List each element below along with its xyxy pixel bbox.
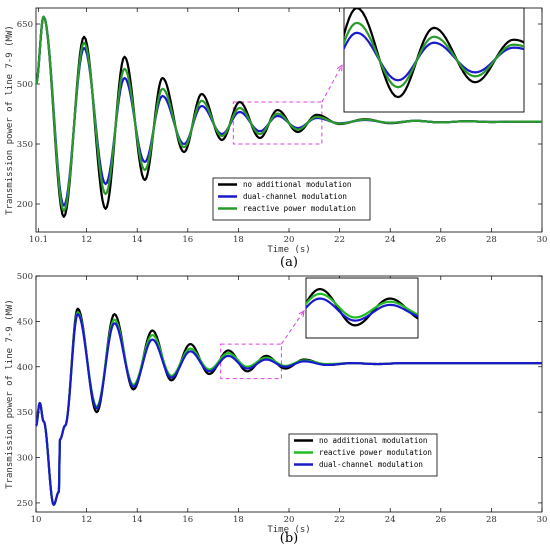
x-tick-label: 28 bbox=[486, 515, 497, 525]
y-tick-label: 250 bbox=[17, 499, 33, 509]
legend-entry: dual-channel modulation bbox=[319, 460, 423, 469]
x-axis-label-a: Time (s) bbox=[267, 245, 310, 255]
series-group-b bbox=[35, 307, 542, 506]
x-tick-label: 30 bbox=[537, 515, 548, 525]
x-tick-label: 10.1 bbox=[29, 235, 48, 245]
x-tick-label: 22 bbox=[334, 515, 345, 525]
x-tick-label: 26 bbox=[435, 515, 446, 525]
x-tick-label: 10 bbox=[31, 515, 42, 525]
x-tick-label: 30 bbox=[537, 235, 548, 245]
inset-frame bbox=[343, 7, 525, 113]
y-axis-label-a: Transmission power of line 7-9 (MW) bbox=[5, 25, 15, 215]
x-tick-label: 24 bbox=[385, 235, 396, 245]
y-tick-label: 500 bbox=[17, 80, 33, 90]
legend-b: no additional modulation reactive power m… bbox=[288, 433, 438, 477]
chart-panel-a: no additional modulation dual-channel mod… bbox=[5, 7, 547, 270]
x-tick-label: 12 bbox=[81, 515, 92, 525]
x-tick-label: 16 bbox=[182, 515, 193, 525]
x-tick-label: 16 bbox=[182, 235, 193, 245]
inset-series-line bbox=[344, 31, 524, 82]
y-tick-label: 350 bbox=[17, 408, 33, 418]
inset-a bbox=[321, 7, 525, 113]
y-tick-label: 400 bbox=[17, 363, 33, 373]
zoom-arrow-head bbox=[298, 310, 305, 318]
y-tick-labels-a: 200 350 500 650 bbox=[17, 20, 33, 210]
x-tick-labels-a: 10.1 12 14 16 18 20 22 24 26 28 30 bbox=[29, 235, 547, 245]
x-axis-label-b: Time (s) bbox=[267, 525, 310, 535]
legend-box bbox=[212, 177, 371, 221]
legend-entry: no additional modulation bbox=[243, 180, 351, 189]
x-tick-label: 20 bbox=[284, 235, 295, 245]
x-tick-label: 20 bbox=[284, 515, 295, 525]
zoom-window-a bbox=[232, 101, 323, 145]
y-tick-label: 350 bbox=[17, 140, 33, 150]
zoom-window-rect bbox=[232, 101, 323, 145]
inset-series-line bbox=[344, 21, 524, 89]
chart-panel-b: no additional modulation reactive power m… bbox=[5, 272, 547, 546]
tick-marks-b bbox=[35, 275, 543, 512]
series-group-a bbox=[35, 15, 542, 218]
plot-frame-b bbox=[35, 275, 543, 513]
series-line bbox=[35, 15, 542, 212]
y-axis-label-b: Transmission power of line 7-9 (MW) bbox=[5, 299, 15, 489]
x-tick-label: 26 bbox=[435, 235, 446, 245]
zoom-arrow-line bbox=[280, 310, 305, 345]
x-tick-label: 14 bbox=[132, 235, 143, 245]
inset-series-line bbox=[306, 292, 418, 319]
inset-b bbox=[280, 277, 419, 345]
y-tick-label: 200 bbox=[17, 200, 33, 210]
y-tick-label: 300 bbox=[17, 454, 33, 464]
inset-series-line bbox=[306, 297, 418, 322]
x-tick-labels-b: 10 12 14 16 18 20 22 24 26 28 30 bbox=[31, 515, 548, 525]
x-tick-label: 14 bbox=[132, 515, 143, 525]
series-line bbox=[35, 313, 542, 506]
tick-marks-a bbox=[36, 8, 543, 232]
x-tick-label: 24 bbox=[385, 515, 396, 525]
panel-label-a: (a) bbox=[280, 255, 298, 270]
zoom-arrow-head bbox=[336, 64, 343, 72]
y-tick-label: 650 bbox=[17, 20, 33, 30]
legend-entry: dual-channel modulation bbox=[243, 192, 347, 201]
inset-series-group bbox=[344, 8, 524, 99]
zoom-arrow-line bbox=[321, 64, 343, 103]
legend-entry: reactive power modulation bbox=[319, 448, 432, 457]
x-tick-label: 12 bbox=[81, 235, 92, 245]
panel-label-b: (b) bbox=[280, 531, 298, 546]
legend-entry: reactive power modulation bbox=[243, 204, 356, 213]
inset-series-group bbox=[306, 287, 418, 327]
zoom-window-b bbox=[220, 343, 282, 380]
legend-entry: no additional modulation bbox=[319, 436, 427, 445]
x-tick-label: 28 bbox=[486, 235, 497, 245]
legend-a: no additional modulation dual-channel mod… bbox=[212, 177, 371, 221]
x-tick-label: 22 bbox=[334, 235, 345, 245]
y-tick-label: 450 bbox=[17, 317, 33, 327]
legend-box bbox=[288, 433, 438, 477]
y-tick-label: 500 bbox=[17, 272, 33, 282]
zoom-window-rect bbox=[220, 343, 282, 380]
x-tick-label: 18 bbox=[233, 235, 244, 245]
y-tick-labels-b: 250 300 350 400 450 500 bbox=[17, 272, 33, 509]
inset-series-line bbox=[344, 8, 524, 99]
x-tick-label: 18 bbox=[233, 515, 244, 525]
